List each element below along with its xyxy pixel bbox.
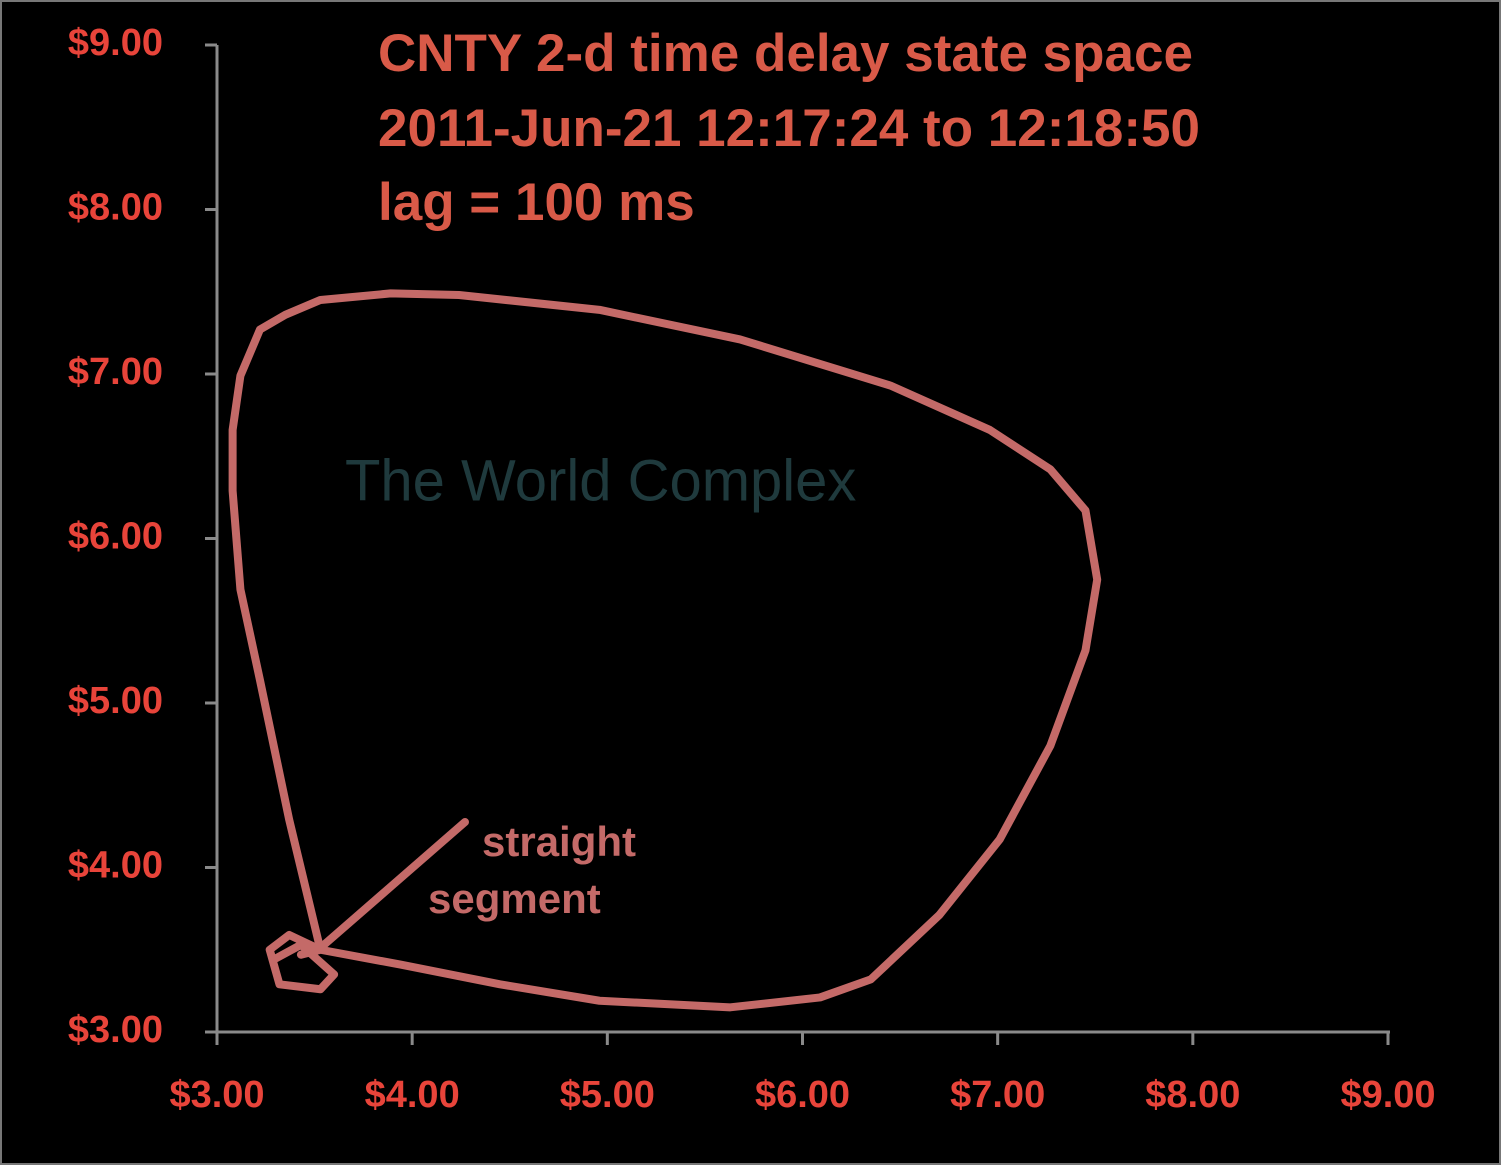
x-tick-label: $9.00 [1340, 1074, 1435, 1116]
y-tick-label: $9.00 [68, 22, 163, 64]
y-tick-label: $7.00 [68, 351, 163, 393]
chart-title: 2011-Jun-21 12:17:24 to 12:18:50 [378, 99, 1200, 158]
trajectory [228, 289, 1102, 1012]
x-tick-label: $4.00 [365, 1074, 460, 1116]
y-tick-label: $6.00 [68, 516, 163, 558]
annotation-arrow [314, 818, 469, 954]
annotation: segment [428, 875, 601, 922]
watermark: The World Complex [345, 448, 856, 513]
y-tick-label: $4.00 [68, 845, 163, 887]
chart-title: CNTY 2-d time delay state space [378, 24, 1193, 83]
x-tick-label: $6.00 [755, 1074, 850, 1116]
x-tick-label: $7.00 [950, 1074, 1045, 1116]
chart-title: lag = 100 ms [378, 173, 695, 232]
x-tick-label: $8.00 [1145, 1074, 1240, 1116]
y-tick-label: $8.00 [68, 187, 163, 229]
y-tick-label: $5.00 [68, 680, 163, 722]
annotation: straight [482, 818, 636, 865]
x-tick-label: $5.00 [560, 1074, 655, 1116]
x-tick-label: $3.00 [169, 1074, 264, 1116]
y-tick-label: $3.00 [68, 1009, 163, 1051]
